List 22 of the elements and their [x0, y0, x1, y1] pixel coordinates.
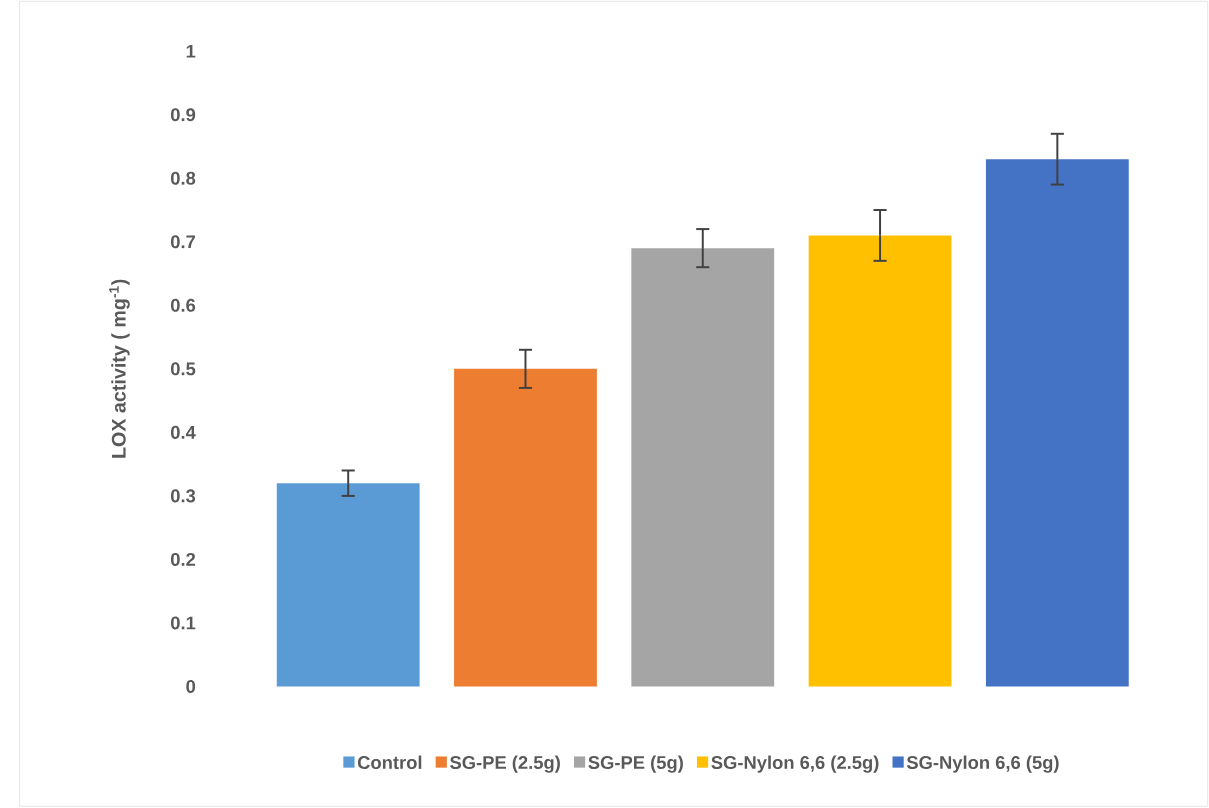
y-tick-label: 0.3 [170, 489, 196, 503]
y-axis-title: LOX activity ( mg$^{-1}$) [109, 279, 130, 458]
y-tick-label: 0.5 [170, 362, 196, 376]
legend-label: SG-Nylon 6,6 (5g) [906, 755, 1059, 773]
legend-label: Control [357, 755, 422, 770]
y-tick-label: 0.1 [170, 616, 196, 630]
y-tick-label: 0.6 [170, 298, 196, 313]
bar [631, 248, 775, 687]
legend-label: SG-PE (2.5g) [450, 755, 560, 773]
y-tick-label: 1 [186, 45, 196, 58]
legend-label: SG-PE (5g) [588, 755, 683, 773]
y-tick-label: 0.4 [170, 426, 196, 440]
bar [985, 159, 1129, 687]
y-tick-label: 0 [186, 680, 196, 694]
bar [808, 235, 952, 687]
y-tick-label: 0.7 [170, 235, 195, 249]
y-tick-label: 0.2 [170, 553, 196, 567]
y-tick-label: 0.9 [170, 108, 196, 122]
y-tick-label: 0.8 [170, 171, 196, 185]
legend-label: SG-Nylon 6,6 (2.5g) [711, 755, 879, 773]
bar [454, 369, 597, 687]
bar [276, 483, 420, 687]
